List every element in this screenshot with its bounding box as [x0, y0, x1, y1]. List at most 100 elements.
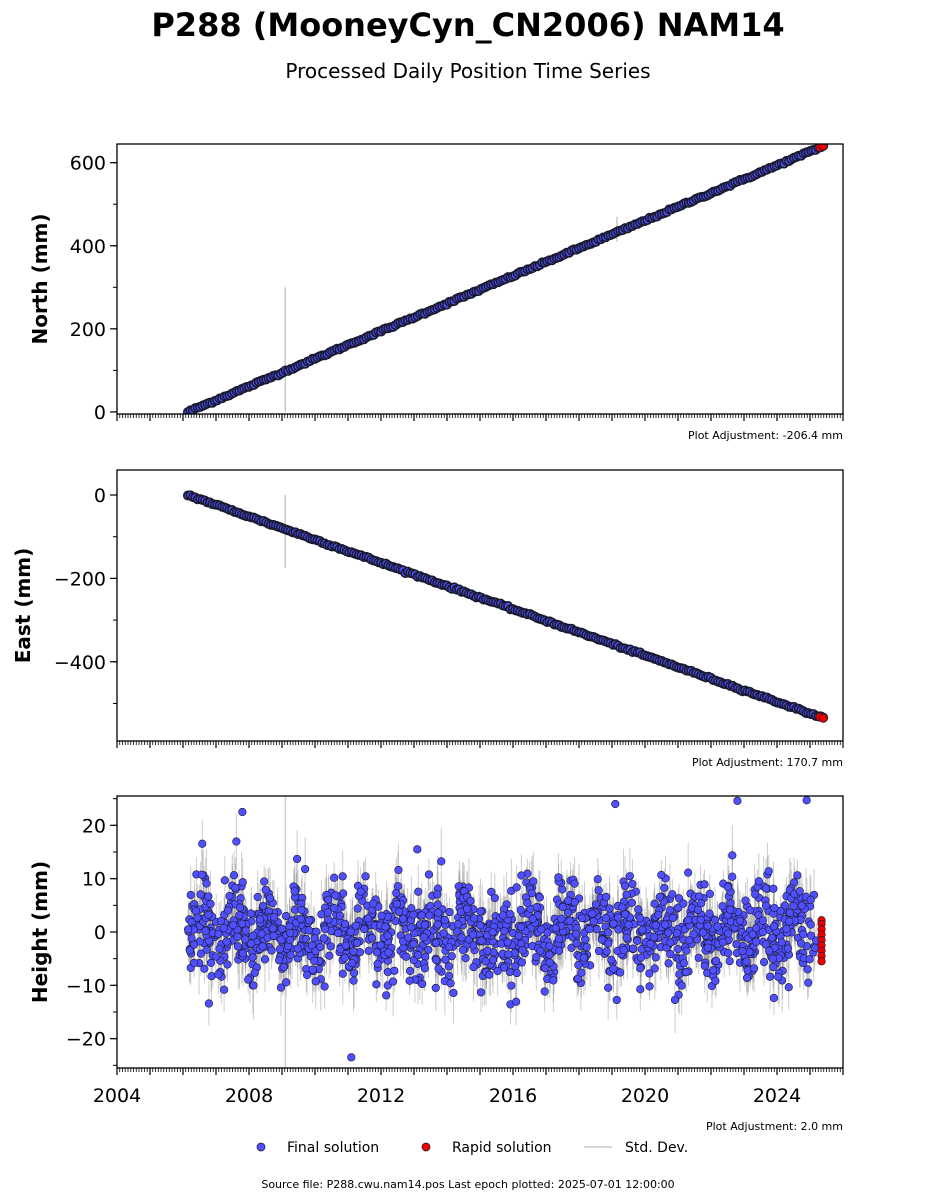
final-point [597, 935, 607, 944]
y-tick-label: −200 [54, 568, 106, 590]
final-point [388, 977, 398, 986]
final-point [390, 966, 399, 975]
final-point [383, 931, 392, 940]
y-axis-label: Height (mm) [28, 861, 52, 1003]
final-point [749, 964, 759, 973]
final-point [594, 946, 604, 956]
x-tick-label: 2012 [357, 1085, 405, 1107]
final-point [609, 919, 618, 928]
final-point [777, 938, 786, 947]
final-point [705, 909, 714, 918]
final-point [233, 932, 242, 941]
final-point [431, 983, 440, 993]
final-point [498, 911, 508, 920]
final-point [394, 865, 403, 875]
final-point [258, 942, 267, 951]
final-point [466, 896, 475, 905]
final-point [267, 946, 276, 955]
plot-area [183, 796, 826, 1068]
final-point [572, 938, 581, 948]
final-point [185, 946, 194, 955]
final-point [664, 959, 673, 968]
y-tick-label: 10 [82, 869, 106, 891]
final-point [571, 929, 581, 938]
y-tick-label: 400 [70, 236, 106, 258]
final-point [529, 877, 538, 886]
final-point [651, 953, 660, 962]
final-point [461, 954, 470, 963]
y-tick-label: 20 [82, 815, 106, 837]
final-point [220, 985, 229, 994]
final-point [761, 940, 770, 949]
final-point [206, 958, 215, 968]
final-point [238, 878, 247, 887]
final-point [248, 953, 257, 962]
final-point [453, 920, 463, 929]
final-point [198, 839, 207, 848]
final-point [431, 955, 441, 965]
legend: Final solution Rapid solution Std. Dev. [256, 1140, 688, 1156]
final-point [444, 942, 454, 952]
final-point [614, 913, 623, 922]
final-point [253, 892, 262, 902]
final-point [614, 925, 623, 934]
north-panel: 0 200 400 600 North (mm) Plot Adjustment: -20… [28, 143, 844, 442]
final-point [393, 882, 403, 891]
final-point [204, 999, 213, 1008]
final-point [445, 907, 454, 917]
final-point [802, 796, 811, 805]
final-point [382, 991, 391, 1000]
final-point [674, 894, 684, 903]
final-point [745, 947, 754, 957]
final-point [189, 940, 199, 949]
final-point [532, 952, 541, 962]
final-point [700, 961, 709, 971]
final-point [302, 970, 312, 980]
final-point [490, 893, 499, 903]
final-point [200, 964, 209, 973]
final-point [664, 928, 673, 937]
final-point [616, 968, 625, 977]
final-point [666, 949, 675, 959]
final-point [795, 887, 804, 896]
final-point [703, 921, 712, 930]
final-point [424, 945, 433, 954]
final-point [516, 905, 525, 915]
final-point [363, 914, 373, 923]
final-point [728, 872, 737, 881]
final-point [351, 921, 360, 930]
final-point [334, 928, 343, 938]
final-point [232, 837, 241, 846]
final-point [512, 968, 521, 978]
final-point [695, 892, 704, 901]
final-point [723, 882, 732, 892]
final-point [591, 900, 601, 909]
final-point [780, 901, 789, 910]
final-point [418, 979, 427, 989]
final-point [668, 890, 677, 899]
final-point [765, 972, 775, 981]
y-tick-label: −20 [66, 1029, 106, 1051]
final-point [593, 875, 602, 884]
final-point [761, 884, 771, 893]
final-point [340, 919, 350, 928]
final-point [297, 905, 306, 914]
final-point [207, 972, 216, 981]
final-point [488, 928, 497, 937]
final-point [196, 890, 205, 899]
final-point [364, 946, 373, 955]
final-point [806, 920, 815, 929]
final-point [274, 956, 284, 965]
final-point [774, 972, 783, 981]
plot-adjustment-note: Plot Adjustment: -206.4 mm [688, 429, 843, 442]
final-point [605, 904, 614, 913]
final-point [301, 864, 310, 874]
final-point [338, 872, 347, 881]
final-point [696, 915, 705, 924]
final-point [202, 879, 211, 888]
final-point [769, 962, 778, 972]
final-point [594, 886, 603, 895]
final-point [304, 926, 313, 935]
final-point [356, 887, 365, 896]
